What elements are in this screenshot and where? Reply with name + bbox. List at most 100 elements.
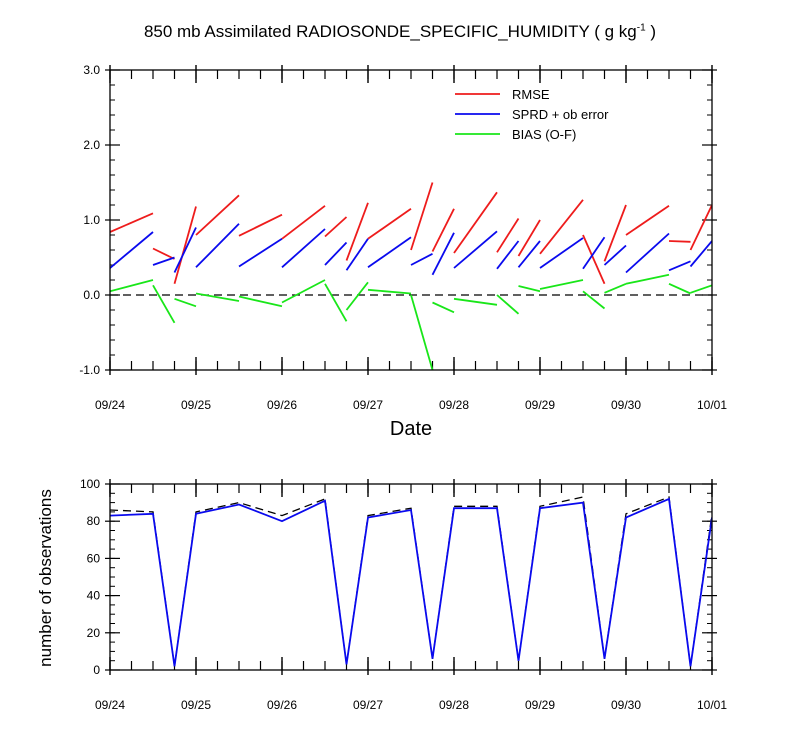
chart-title-text: 850 mb Assimilated RADIOSONDE_SPECIFIC_H… (143, 22, 637, 41)
top-series-bias-o-f-segment (518, 285, 541, 293)
top-series-sprd-ob-error-segment (281, 228, 326, 268)
top-x-tick-label: 09/29 (525, 398, 555, 412)
top-series-sprd-ob-error-segment (625, 232, 670, 274)
top-series-sprd-ob-error-segment (431, 232, 455, 276)
top-series-rmse-segment (110, 212, 154, 233)
bottom-x-tick-label: 10/01 (697, 698, 727, 712)
bottom-series-possible-line (110, 496, 712, 667)
top-x-tick-label: 10/01 (697, 398, 727, 412)
top-series-bias-o-f-segment (195, 292, 240, 302)
top-x-tick-label: 09/24 (95, 398, 125, 412)
chart-title: 850 mb Assimilated RADIOSONDE_SPECIFIC_H… (0, 22, 800, 42)
top-series-sprd-ob-error-segment (367, 236, 412, 269)
top-series-bias-o-f-segment (604, 282, 627, 294)
top-series-bias-o-f-segment (432, 301, 455, 314)
top-series-sprd-ob-error-segment (195, 223, 240, 268)
top-legend-label-3: BIAS (O-F) (512, 127, 576, 142)
top-y-tick-label: 1.0 (83, 213, 100, 227)
top-series-rmse-segment (625, 205, 670, 236)
top-x-tick-label: 09/30 (611, 398, 641, 412)
top-series-sprd-ob-error-segment (410, 253, 433, 266)
top-series-sprd-ob-error-segment (539, 237, 584, 269)
bottom-x-tick-label: 09/28 (439, 698, 469, 712)
top-series-rmse-segment (238, 213, 283, 237)
top-series-rmse-segment (582, 234, 606, 285)
top-series-sprd-ob-error-segment (173, 227, 197, 273)
top-series-bias-o-f-segment (668, 282, 691, 295)
top-series-bias-o-f-segment (174, 297, 197, 308)
top-series-sprd-ob-error-segment (603, 244, 627, 266)
top-series-sprd-ob-error-segment (668, 260, 691, 272)
top-series-rmse-segment (345, 202, 369, 261)
top-x-tick-label: 09/27 (353, 398, 383, 412)
top-series-sprd-ob-error-segment (345, 238, 369, 271)
top-series-bias-o-f-segment (410, 294, 434, 370)
top-series-rmse-segment (324, 216, 348, 238)
bottom-x-tick-label: 09/30 (611, 698, 641, 712)
top-series-rmse-segment (281, 205, 326, 240)
top-series-bias-o-f-segment (281, 279, 326, 304)
top-series-bias-o-f-segment (110, 279, 154, 293)
top-y-tick-label: 3.0 (83, 63, 100, 77)
top-series-bias-o-f-segment (367, 288, 412, 295)
top-series-sprd-ob-error-segment (324, 241, 348, 266)
top-plot-frame (109, 69, 713, 371)
top-series-rmse-segment (453, 191, 498, 254)
top-series-bias-o-f-segment (345, 281, 369, 311)
bottom-y-tick-label: 100 (80, 477, 100, 491)
top-series-sprd-ob-error-segment (496, 240, 520, 270)
chart-title-end: ) (645, 22, 657, 41)
top-series-rmse-segment (689, 204, 712, 251)
bottom-x-tick-label: 09/27 (353, 698, 383, 712)
top-series-bias-o-f-segment (690, 284, 712, 294)
top-series-sprd-ob-error-segment (517, 240, 541, 268)
top-series-sprd-ob-error-segment (238, 238, 283, 268)
top-series-rmse-segment (603, 204, 627, 262)
bottom-y-tick-label: 40 (87, 589, 101, 603)
top-series-rmse-segment (668, 240, 691, 243)
chart-title-superscript: -1 (636, 22, 646, 34)
top-legend-label-1: RMSE (512, 87, 550, 102)
top-series-bias-o-f-segment (582, 290, 606, 310)
top-x-tick-label: 09/25 (181, 398, 211, 412)
top-series-bias-o-f-segment (238, 295, 283, 308)
bottom-y-tick-label: 60 (87, 551, 101, 565)
top-series-sprd-ob-error-segment (689, 240, 712, 268)
top-plot-area (110, 182, 712, 370)
bottom-series-assimilated-line (110, 497, 712, 667)
top-series-bias-o-f-segment (625, 273, 670, 285)
top-series-rmse-segment (517, 219, 541, 257)
bottom-x-tick-label: 09/25 (181, 698, 211, 712)
top-series-bias-o-f-segment (152, 284, 176, 324)
top-y-tick-label: 2.0 (83, 138, 100, 152)
top-x-tick-label: 09/26 (267, 398, 297, 412)
top-series-sprd-ob-error-segment (110, 231, 154, 269)
bottom-x-tick-label: 09/24 (95, 698, 125, 712)
top-series-rmse-segment (195, 194, 240, 236)
top-series-rmse-segment (539, 199, 584, 255)
top-series-bias-o-f-segment (496, 294, 520, 315)
top-series-rmse-segment (173, 206, 197, 285)
top-series-rmse-segment (152, 247, 175, 260)
top-series-sprd-ob-error-segment (453, 230, 498, 269)
top-series-rmse-segment (431, 208, 455, 252)
top-y-tick-label: 0.0 (83, 288, 100, 302)
top-series-rmse-segment (367, 208, 412, 240)
top-series-rmse-segment (496, 218, 520, 253)
top-series-rmse-segment (410, 182, 434, 251)
bottom-y-tick-label: 20 (87, 626, 101, 640)
bottom-x-tick-label: 09/29 (525, 698, 555, 712)
top-series-sprd-ob-error-segment (582, 236, 606, 270)
bottom-y-tick-label: 0 (93, 663, 100, 677)
bottom-plot-ylabel: number of observations (36, 489, 55, 667)
bottom-y-tick-label: 80 (87, 514, 101, 528)
top-legend-label-2: SPRD + ob error (512, 107, 609, 122)
top-x-tick-label: 09/28 (439, 398, 469, 412)
top-series-sprd-ob-error-segment (152, 256, 175, 266)
top-series-bias-o-f-segment (453, 297, 498, 306)
top-series-bias-o-f-segment (324, 283, 348, 322)
bottom-plot-area (110, 496, 712, 667)
bottom-plot-frame (109, 483, 713, 671)
bottom-x-tick-label: 09/26 (267, 698, 297, 712)
